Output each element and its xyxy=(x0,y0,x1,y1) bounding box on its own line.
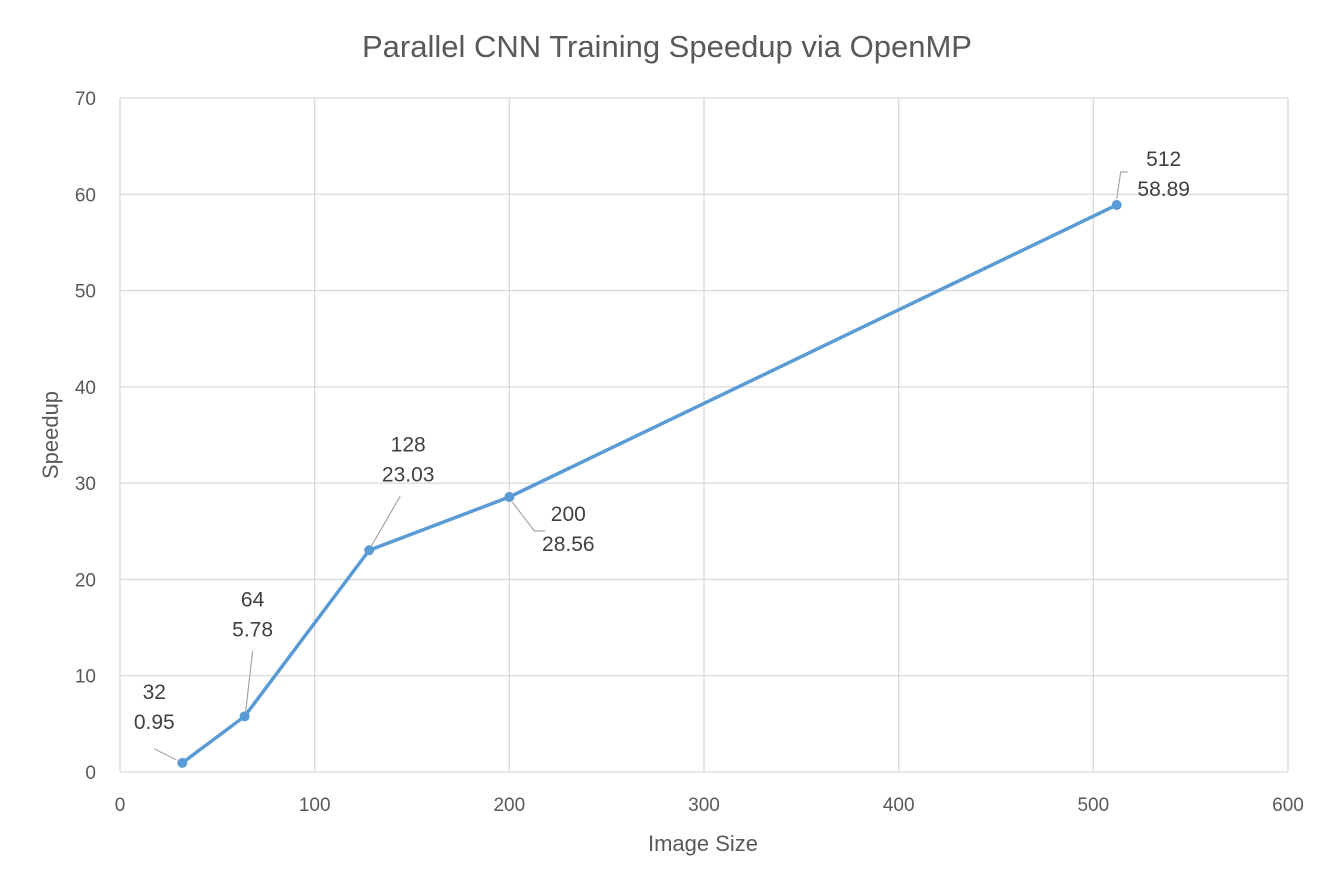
data-label-x: 512 xyxy=(1146,148,1181,171)
data-point xyxy=(364,545,375,556)
data-label-y: 58.89 xyxy=(1137,178,1190,201)
data-point xyxy=(239,711,250,722)
data-label-y: 5.78 xyxy=(232,618,273,641)
y-tick-label: 20 xyxy=(75,570,96,591)
data-label-y: 28.56 xyxy=(542,533,595,556)
data-label-leader xyxy=(511,501,546,532)
data-point xyxy=(1111,199,1122,210)
y-tick-label: 0 xyxy=(85,763,96,784)
data-series xyxy=(177,199,1122,768)
data-label-leader xyxy=(370,495,401,547)
data-label-x: 200 xyxy=(551,503,586,526)
x-tick-label: 300 xyxy=(688,795,720,816)
x-tick-label: 500 xyxy=(1077,795,1109,816)
data-labels: 32 0.95 64 5.78 128 23.03 200 28.56 512 58.89 xyxy=(134,148,1190,761)
x-tick-label: 400 xyxy=(883,795,915,816)
y-tick-label: 50 xyxy=(75,282,96,303)
y-tick-label: 10 xyxy=(75,667,96,688)
x-axis-title: Image Size xyxy=(648,831,758,856)
y-tick-label: 70 xyxy=(75,89,96,110)
data-label-x: 128 xyxy=(391,433,426,456)
data-label-y: 0.95 xyxy=(134,711,175,734)
y-tick-label: 30 xyxy=(75,474,96,495)
data-label-leader xyxy=(154,748,177,761)
x-tick-label: 100 xyxy=(299,795,331,816)
x-tick-label: 600 xyxy=(1272,795,1304,816)
x-tick-label: 200 xyxy=(493,795,525,816)
x-tick-label: 0 xyxy=(115,795,126,816)
data-label-y: 23.03 xyxy=(382,463,435,486)
y-tick-label: 60 xyxy=(75,185,96,206)
data-label-leader xyxy=(1116,171,1128,200)
data-label-leader xyxy=(244,651,254,713)
series-line xyxy=(180,203,1119,765)
chart-title: Parallel CNN Training Speedup via OpenMP xyxy=(362,29,972,64)
data-point xyxy=(504,492,515,503)
data-point xyxy=(177,757,188,768)
gridlines xyxy=(119,97,1289,773)
data-label-x: 32 xyxy=(143,681,166,704)
y-axis-title: Speedup xyxy=(38,391,63,479)
data-label-x: 64 xyxy=(241,588,265,611)
tick-labels: 0 10 20 30 40 50 60 70 0 100 200 300 400 500 600 xyxy=(75,89,1304,816)
y-tick-label: 40 xyxy=(75,378,96,399)
